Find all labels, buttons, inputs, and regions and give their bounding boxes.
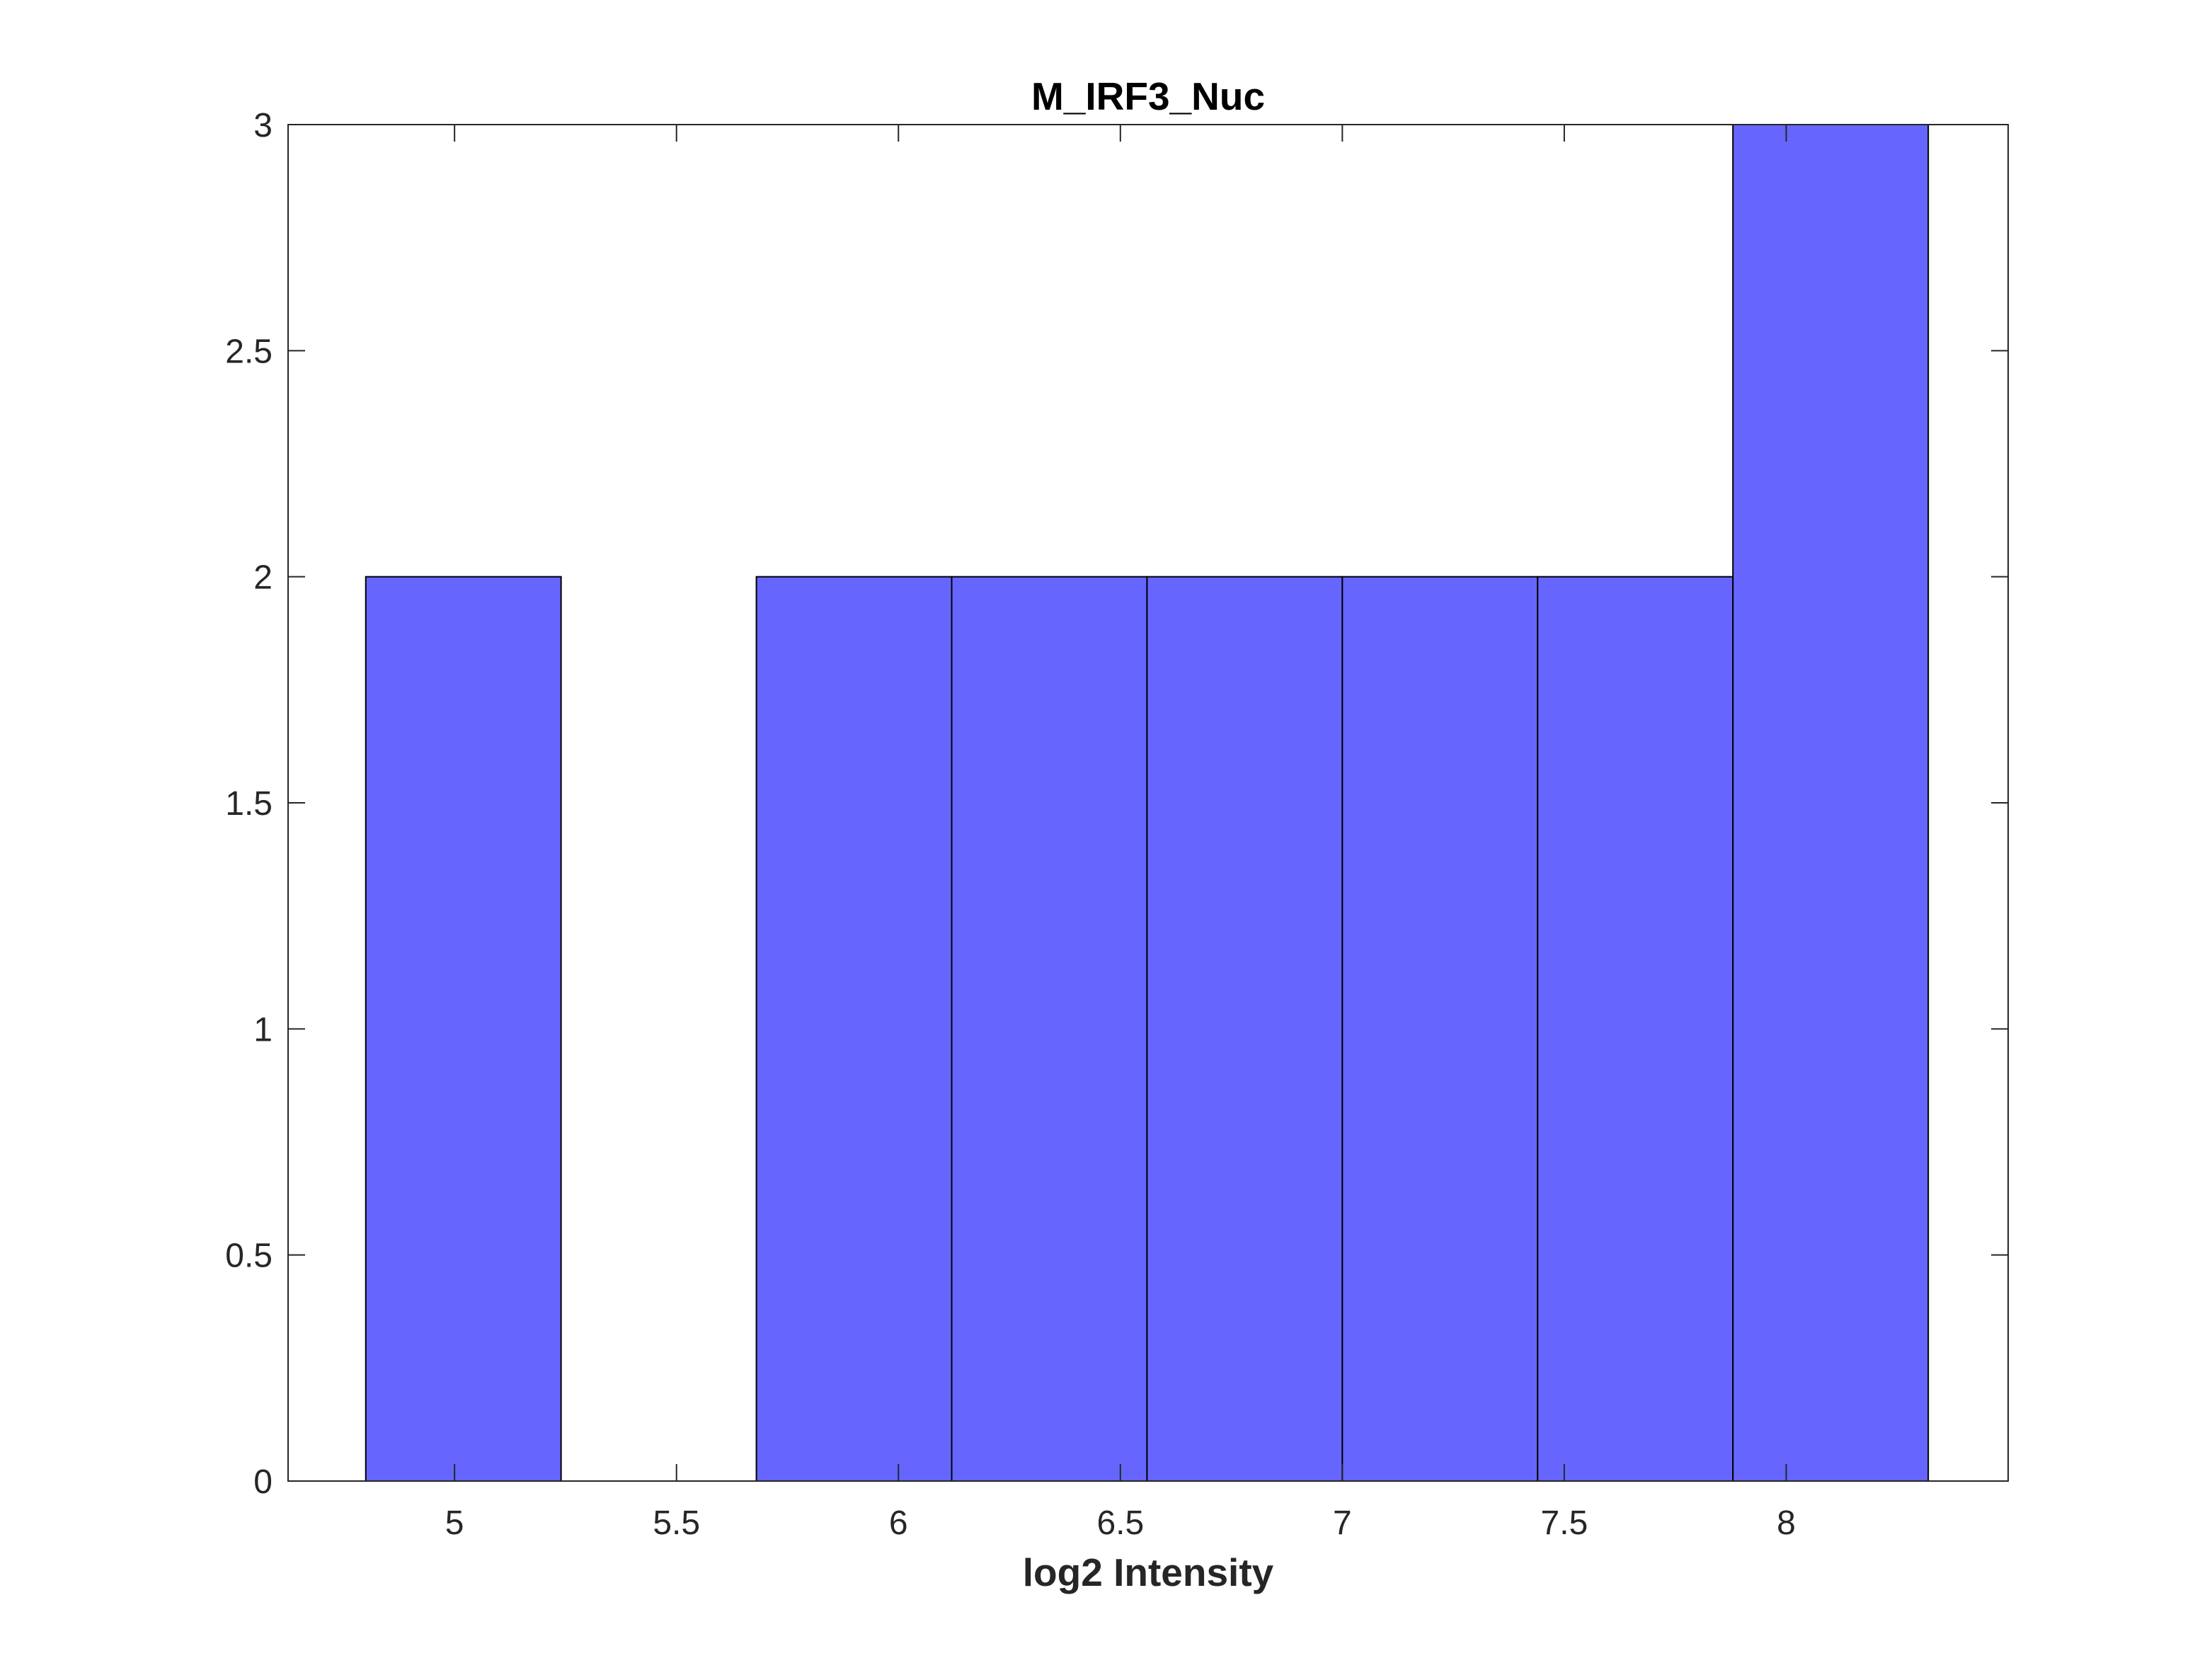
histogram-bar	[365, 576, 562, 1482]
x-tick-label: 8	[1777, 1504, 1796, 1542]
y-tick-label: 1.5	[225, 785, 273, 823]
x-tick-label: 6	[889, 1504, 908, 1542]
histogram-bar	[755, 576, 953, 1482]
y-tick-label: 2.5	[225, 333, 273, 370]
histogram-bar	[1732, 124, 1930, 1482]
histogram-bar	[1537, 576, 1734, 1482]
y-tick-label: 2	[253, 559, 273, 597]
x-axis-label: log2 Intensity	[1023, 1550, 1274, 1594]
histogram-bar	[951, 576, 1148, 1482]
x-tick-label: 7.5	[1541, 1504, 1588, 1542]
histogram-bar	[1341, 576, 1539, 1482]
bars-group	[365, 124, 1930, 1482]
y-tick-label: 3	[253, 107, 273, 144]
x-tick-label: 5	[445, 1504, 464, 1542]
histogram-bar	[1146, 576, 1343, 1482]
x-tick-label: 7	[1333, 1504, 1352, 1542]
axes-box	[287, 124, 2009, 1482]
x-tick-label: 5.5	[653, 1504, 700, 1542]
y-tick-label: 1	[253, 1011, 273, 1048]
chart-title: M_IRF3_Nuc	[1031, 74, 1265, 118]
tick-labels-group: 5 5.5 6 6.5 7 7.5 8 0 0.5 1 1.5 2 2.5 3	[225, 107, 1796, 1542]
y-tick-label: 0	[253, 1463, 273, 1501]
x-tick-label: 6.5	[1096, 1504, 1144, 1542]
y-tick-label: 0.5	[225, 1238, 273, 1275]
